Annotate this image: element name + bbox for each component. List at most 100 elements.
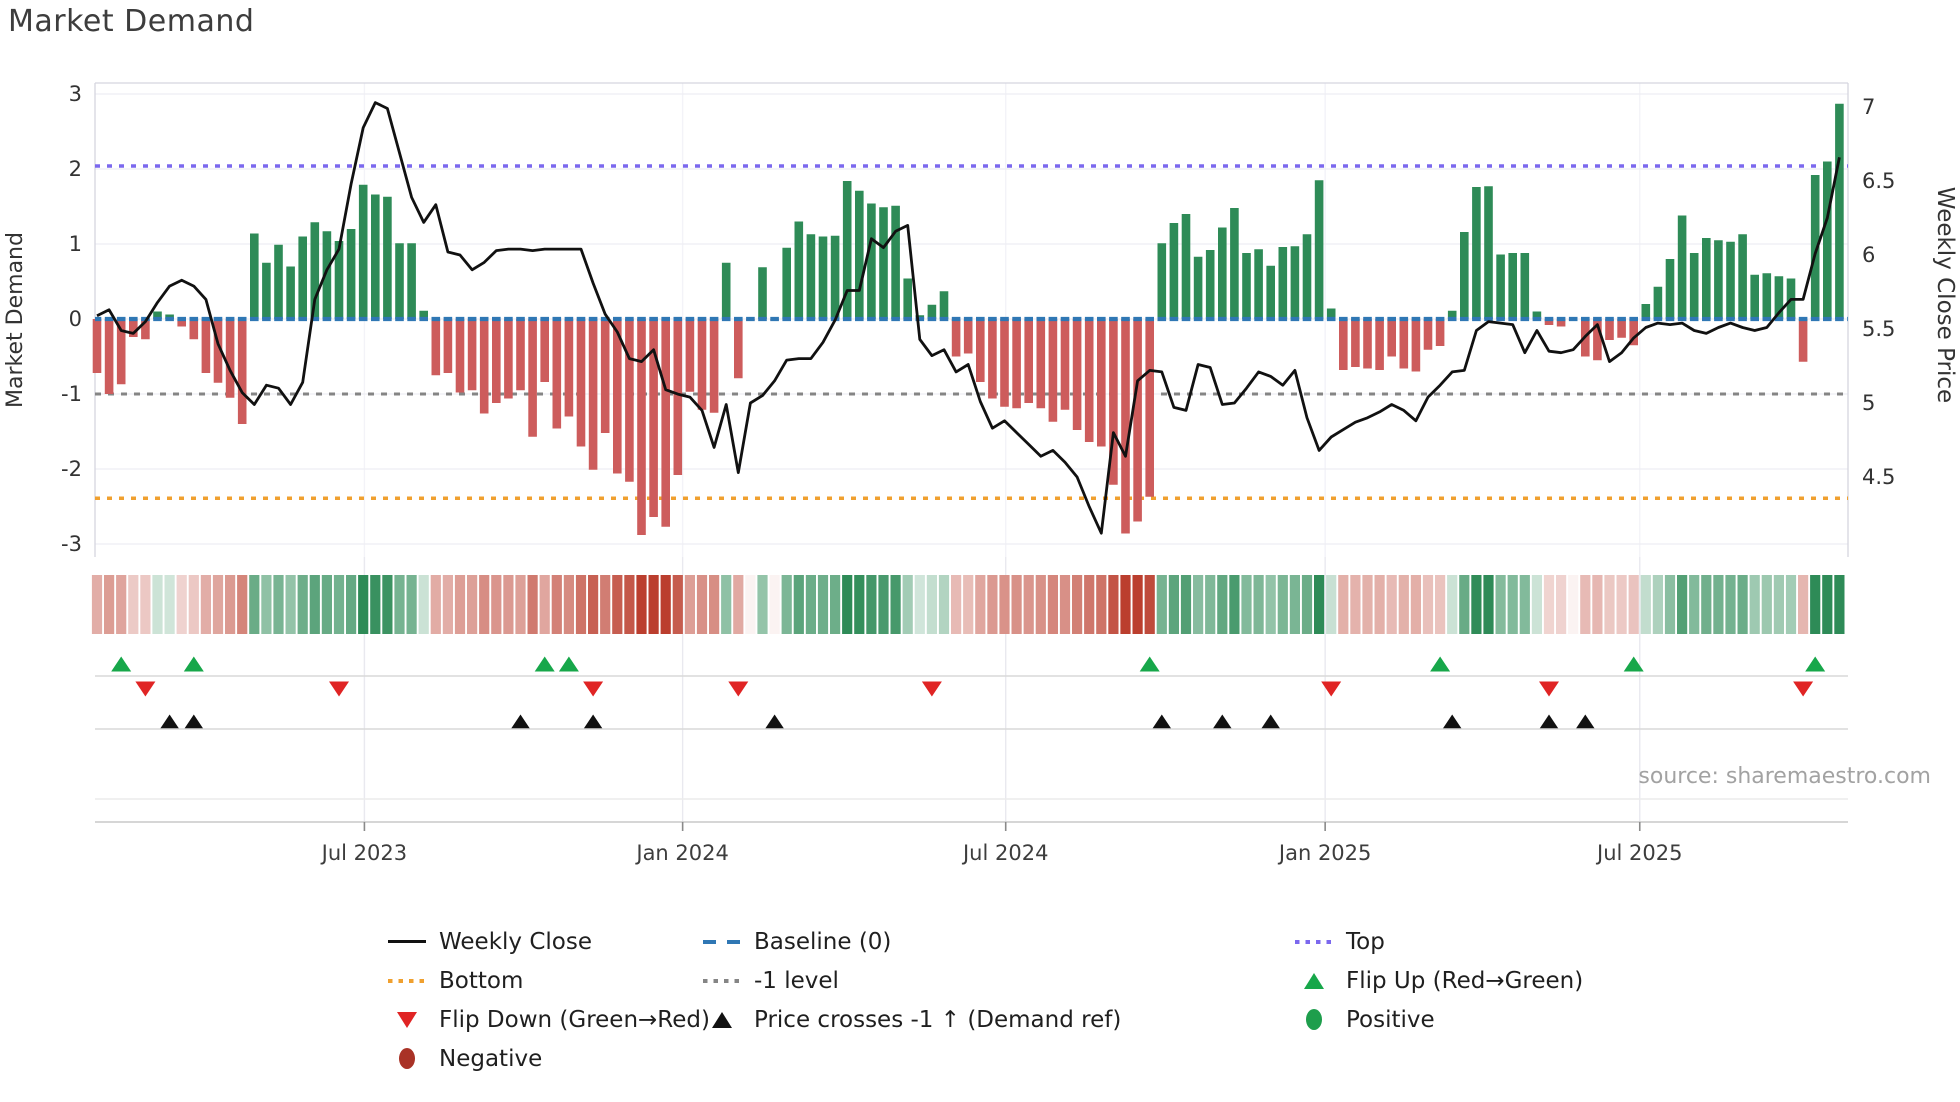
circle-marker-icon — [399, 1048, 415, 1069]
demand-bar — [322, 231, 332, 319]
heatmap-cell — [1761, 575, 1772, 634]
demand-bar — [189, 319, 199, 340]
demand-bar — [346, 229, 356, 319]
heatmap-cell — [684, 575, 695, 634]
dotted-line-swatch-icon — [1295, 939, 1333, 944]
right-axis-title: Weekly Close Price — [1932, 187, 1958, 403]
demand-bar — [625, 319, 634, 482]
legend-label: Price crosses -1 ↑ (Demand ref) — [754, 1006, 1122, 1033]
heatmap-cell — [551, 575, 562, 634]
demand-bar — [1193, 256, 1203, 319]
heatmap-cell — [164, 575, 175, 634]
legend-column-1: Weekly Close Bottom Flip Down (Green→Red) N… — [385, 922, 710, 1078]
heatmap-cell — [781, 575, 792, 634]
legend-column-2: Baseline (0) -1 level Price crosses -1 ↑ (… — [700, 922, 1121, 1039]
heatmap-cell — [612, 575, 623, 634]
demand-bar — [1544, 319, 1554, 325]
demand-bar — [1097, 319, 1106, 447]
demand-bar — [552, 319, 562, 429]
demand-bar — [976, 319, 985, 382]
right-tick-label: 5 — [1862, 391, 1875, 415]
heatmap-cell — [333, 575, 345, 634]
heatmap-cell — [1144, 575, 1155, 634]
legend-item-positive: Positive — [1292, 1000, 1583, 1039]
heatmap-cell — [1011, 575, 1022, 634]
left-tick-label: 0 — [69, 307, 82, 331]
demand-bar — [1290, 246, 1300, 319]
demand-bar — [1000, 319, 1009, 407]
demand-bar — [576, 319, 586, 447]
demand-bar — [1109, 319, 1118, 485]
demand-bar — [419, 310, 428, 319]
demand-bar — [1496, 254, 1505, 319]
demand-bar — [358, 184, 368, 319]
heatmap-cell — [321, 575, 332, 634]
heatmap-cell — [963, 575, 974, 634]
demand-bar — [564, 319, 574, 417]
heatmap-cell — [1556, 575, 1567, 634]
flip-up-markers — [111, 656, 1826, 672]
heatmap-cell — [442, 575, 453, 634]
demand-bar — [1205, 250, 1215, 319]
demand-bar — [1387, 319, 1396, 357]
demand-bar — [1423, 319, 1433, 350]
demand-bar — [1447, 310, 1457, 319]
triangle-up-icon — [1304, 972, 1324, 989]
demand-bar — [782, 247, 791, 319]
x-tick-label: Jan 2025 — [1277, 841, 1372, 865]
heatmap-cell — [1132, 575, 1143, 634]
heatmap-cell — [636, 575, 647, 634]
heatmap-cell — [309, 575, 320, 634]
left-axis-title: Market Demand — [3, 232, 28, 408]
left-tick-label: 2 — [69, 157, 82, 181]
flip-up-icon — [1139, 656, 1160, 672]
flip-up-icon — [183, 656, 204, 672]
demand-bar — [1230, 208, 1239, 319]
flip-up-icon — [558, 656, 579, 672]
right-axis: 7 6.5 6 5.5 5 4.5 — [1862, 95, 1895, 489]
demand-bar — [129, 319, 138, 337]
heatmap-cell — [696, 575, 708, 634]
heatmap-cell — [249, 575, 260, 634]
heatmap-cell — [866, 575, 877, 634]
demand-heatmap-strip — [91, 575, 1845, 634]
heatmap-cell — [491, 575, 502, 634]
heatmap-cell — [225, 575, 236, 634]
heatmap-cell — [757, 575, 768, 634]
heatmap-cell — [1798, 575, 1809, 634]
heatmap-cell — [842, 575, 853, 634]
heatmap-cell — [1725, 575, 1736, 634]
heatmap-cell — [1459, 575, 1470, 634]
price-cross-markers — [159, 714, 1596, 730]
heatmap-cell — [1737, 575, 1748, 634]
demand-bar — [334, 241, 344, 319]
weekly-close-line — [96, 101, 1841, 535]
demand-bar — [637, 319, 646, 535]
heatmap-cell — [1531, 575, 1542, 634]
price-cross-icon — [1442, 714, 1463, 730]
demand-bar — [1254, 249, 1263, 319]
flip-up-icon — [1623, 656, 1644, 672]
heatmap-cell — [938, 575, 950, 634]
legend-label: Baseline (0) — [754, 928, 892, 955]
heatmap-cell — [1410, 575, 1421, 634]
heatmap-cell — [817, 575, 829, 634]
flip-up-icon — [1805, 656, 1826, 672]
demand-bar — [1520, 253, 1530, 319]
heatmap-cell — [1471, 575, 1482, 634]
left-tick-label: -1 — [61, 382, 82, 406]
heatmap-cell — [1072, 575, 1083, 634]
heatmap-cell — [1338, 575, 1349, 634]
heatmap-cell — [1785, 575, 1797, 634]
legend-item-negative: Negative — [385, 1039, 710, 1078]
demand-bar — [1750, 274, 1759, 319]
left-axis: 3 2 1 0 -1 -2 -3 — [61, 82, 82, 556]
demand-bar — [879, 207, 888, 319]
heatmap-cell — [660, 575, 671, 634]
demand-bar — [939, 291, 949, 319]
demand-bar — [1641, 304, 1651, 319]
demand-bar — [1677, 215, 1687, 319]
demand-bar — [1266, 265, 1275, 319]
left-tick-label: 1 — [69, 232, 82, 256]
demand-bar — [1060, 319, 1070, 410]
